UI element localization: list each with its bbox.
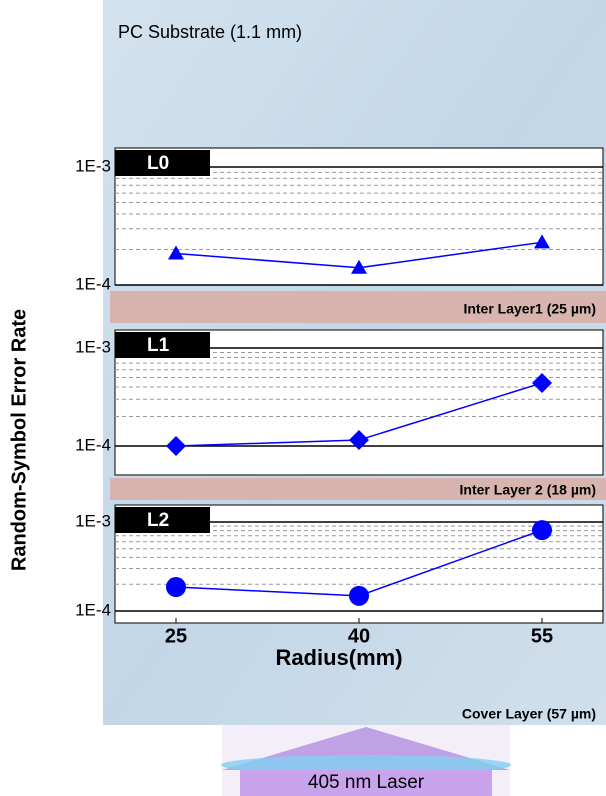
marker [351,259,367,274]
cover-layer-label: Cover Layer (57 µm) [462,706,596,722]
substrate-label: PC Substrate (1.1 mm) [118,22,302,42]
marker [349,585,369,606]
y-tick-label: 1E-4 [75,274,111,293]
y-tick-label: 1E-3 [75,156,111,175]
y-tick-label: 1E-4 [75,435,111,454]
marker [349,430,369,451]
marker [534,234,550,249]
inter-layer-band [110,478,606,500]
marker [166,436,186,456]
x-tick-label: 40 [348,625,370,647]
y-tick-label: 1E-4 [75,600,111,619]
inter-layer-label: Inter Layer1 (25 µm) [463,301,596,317]
laser-label: 405 nm Laser [308,772,425,793]
panel-title-box [115,150,210,176]
panel-title-box [115,507,210,533]
marker [532,372,552,393]
inter-layer-band [110,291,606,323]
panel-title: L0 [147,153,169,174]
marker [168,245,184,260]
panel-title: L1 [147,335,170,356]
y-tick-label: 1E-3 [75,337,111,356]
x-tick-label: 55 [531,625,553,647]
panel-title: L2 [147,510,169,531]
marker [532,520,552,541]
panel-title-box [115,332,210,358]
x-axis-label: Radius(mm) [275,645,402,670]
y-tick-label: 1E-3 [75,511,111,530]
x-tick-label: 25 [165,625,187,647]
inter-layer-label: Inter Layer 2 (18 µm) [460,482,596,498]
marker [166,577,186,598]
laser-body [240,770,492,796]
y-axis-label: Random-Symbol Error Rate [8,309,30,571]
